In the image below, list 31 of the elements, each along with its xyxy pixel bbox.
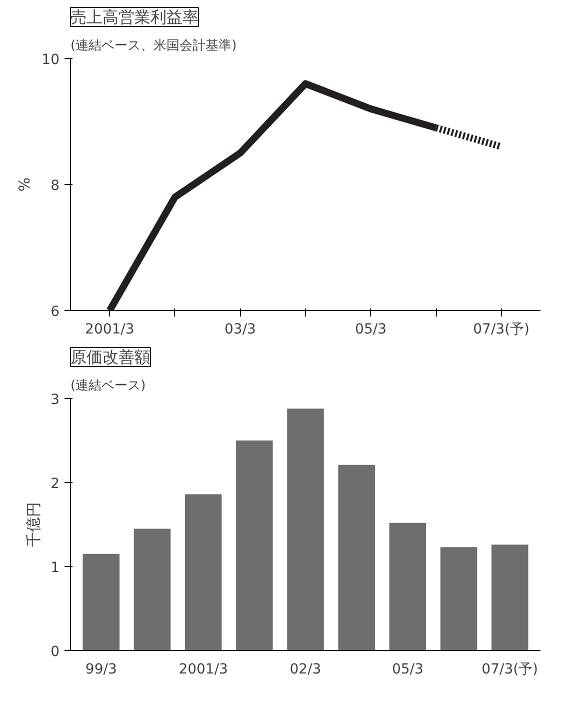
y-axis-title: 千億円 <box>24 502 43 547</box>
bar <box>287 408 324 650</box>
x-tick-label: 02/3 <box>290 662 322 678</box>
bar <box>389 522 426 650</box>
x-tick-label: 99/3 <box>85 662 117 678</box>
chart-subtitle: (連結ベース) <box>70 378 146 394</box>
x-tick-label: 07/3(予) <box>473 322 530 338</box>
bar <box>134 528 171 650</box>
x-tick-label: 07/3(予) <box>482 662 538 678</box>
y-tick-label: 6 <box>50 304 60 320</box>
y-tick-label: 8 <box>50 178 60 194</box>
bar <box>82 554 120 650</box>
bar <box>440 547 478 650</box>
x-tick-label: 03/3 <box>224 322 256 338</box>
x-tick-label: 2001/3 <box>85 322 134 338</box>
y-tick-label: 0 <box>50 644 60 660</box>
y-tick-label: 3 <box>50 392 60 408</box>
chart-title: 原価改善額 <box>70 348 150 366</box>
chart-subtitle: (連結ベース、米国会計基準) <box>70 38 237 54</box>
bar <box>338 464 375 650</box>
x-tick-label: 05/3 <box>355 322 387 338</box>
x-tick-label: 2001/3 <box>178 662 228 678</box>
x-tick-label: 05/3 <box>392 662 424 678</box>
bar <box>184 494 222 650</box>
y-tick-label: 1 <box>50 560 60 576</box>
y-tick-label: 10 <box>42 52 60 68</box>
y-axis-title: % <box>16 177 34 192</box>
chart-title: 売上高営業利益率 <box>70 8 198 26</box>
y-tick-label: 2 <box>50 476 60 492</box>
bar <box>491 544 528 650</box>
bar <box>236 440 273 650</box>
